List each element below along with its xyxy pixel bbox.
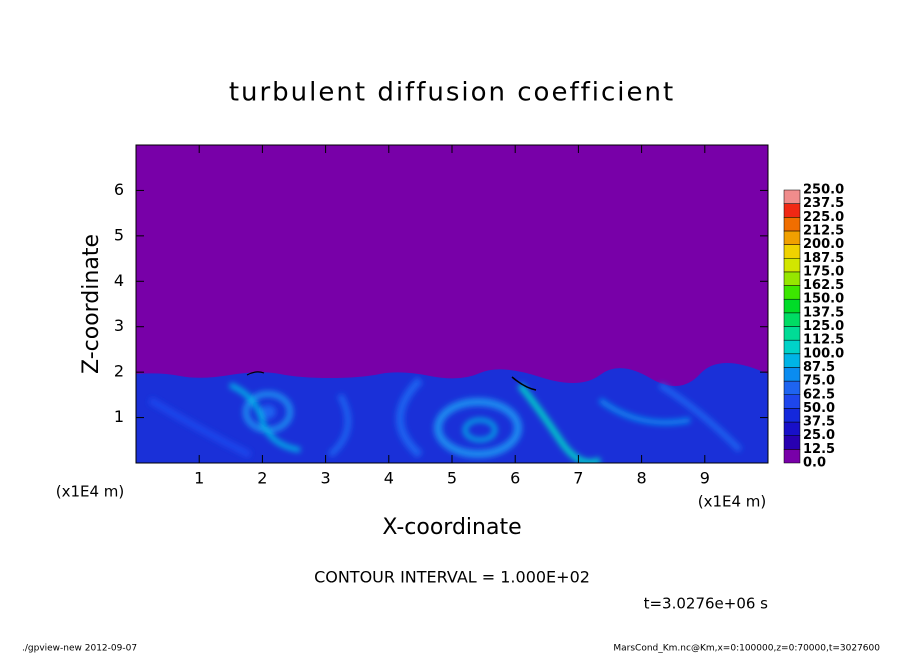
colorbar-label: 212.5 (803, 223, 844, 238)
colorbar-label: 87.5 (803, 360, 835, 375)
colorbar-swatch (783, 326, 801, 341)
x-tick-label: 1 (194, 469, 204, 488)
x-tick-label: 4 (384, 469, 394, 488)
colorbar-label: 250.0 (803, 183, 844, 198)
y-tick-label: 2 (114, 362, 124, 381)
colorbar-label: 237.5 (803, 196, 844, 211)
colorbar-swatch (783, 312, 801, 327)
contour-line (511, 376, 537, 391)
colorbar-swatch (783, 394, 801, 409)
colorbar-label: 137.5 (803, 305, 844, 320)
x-tick-label: 3 (321, 469, 331, 488)
colorbar-label: 112.5 (803, 333, 844, 348)
colorbar-swatch (783, 203, 801, 218)
x-tick-label: 2 (257, 469, 267, 488)
x-tick-label: 8 (637, 469, 647, 488)
colorbar-label: 37.5 (803, 415, 835, 430)
contour-line (246, 371, 265, 376)
colorbar-swatch (783, 353, 801, 368)
colorbar-swatch (783, 435, 801, 450)
colorbar-swatch (783, 339, 801, 355)
y-tick-label: 1 (114, 407, 124, 426)
colorbar-label: 225.0 (803, 210, 844, 225)
x-unit-label: (x1E4 m) (698, 493, 767, 511)
colorbar-label: 100.0 (803, 346, 844, 361)
colorbar-label: 162.5 (803, 278, 844, 293)
colorbar-label: 150.0 (803, 292, 844, 307)
x-tick-label: 7 (573, 469, 583, 488)
x-tick-label: 9 (700, 469, 710, 488)
colorbar-swatch (783, 258, 801, 273)
eddies (148, 377, 743, 463)
colorbar-swatch (783, 380, 801, 396)
colorbar-swatch (783, 298, 801, 314)
colorbar-label: 12.5 (803, 442, 835, 457)
time-label: t=3.0276e+06 s (644, 595, 769, 613)
y-tick-label: 4 (114, 271, 124, 290)
field (136, 145, 768, 463)
footer-right: MarsCond_Km.nc@Km,x=0:100000,z=0:70000,t… (613, 644, 880, 654)
colorbar-label: 75.0 (803, 374, 835, 389)
colorbar-swatch (783, 285, 801, 300)
colorbar-swatch (783, 421, 801, 436)
y-tick-label: 3 (114, 316, 124, 335)
field-lower (136, 363, 768, 463)
colorbar-swatch (783, 367, 801, 382)
colorbar-label: 200.0 (803, 237, 844, 252)
x-tick-label: 6 (510, 469, 520, 488)
footer-left: ./gpview-new 2012-09-07 (22, 644, 137, 654)
colorbar-swatch (783, 244, 801, 259)
colorbar-swatch (783, 217, 801, 232)
colorbar-swatch (783, 408, 801, 423)
y-axis-label: Z-coordinate (79, 234, 104, 374)
y-tick-label: 6 (114, 180, 124, 199)
colorbar-swatch (783, 271, 801, 286)
colorbar-swatch (783, 230, 801, 245)
x-unit-label: (x1E4 m) (56, 483, 125, 501)
colorbar-label: 175.0 (803, 264, 844, 279)
colorbar-label: 187.5 (803, 251, 844, 266)
contour-interval: CONTOUR INTERVAL = 1.000E+02 (314, 568, 590, 587)
x-axis-label: X-coordinate (382, 515, 521, 540)
colorbar-swatch (783, 449, 801, 464)
colorbar-label: 125.0 (803, 319, 844, 334)
y-tick-label: 5 (114, 225, 124, 244)
colorbar-label: 62.5 (803, 387, 835, 402)
chart-title: turbulent diffusion coefficient (229, 78, 675, 108)
x-tick-label: 5 (447, 469, 457, 488)
colorbar-label: 50.0 (803, 401, 835, 416)
colorbar-label: 0.0 (803, 456, 826, 471)
colorbar-label: 25.0 (803, 428, 835, 443)
colorbar-swatch (783, 189, 801, 204)
